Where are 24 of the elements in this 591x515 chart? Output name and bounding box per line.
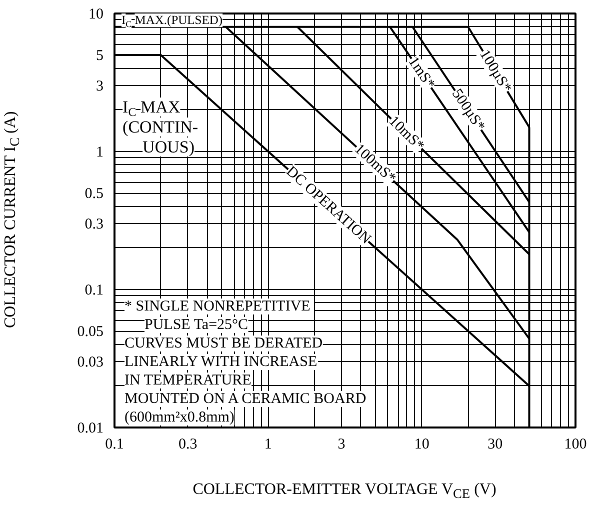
annotation: MOUNTED ON A CERAMIC BOARD	[124, 391, 366, 407]
y-tick-label: 0.03	[77, 354, 104, 371]
x-axis-title: COLLECTOR-EMITTER VOLTAGE V$_{CE}$ (V)	[192, 480, 498, 504]
y-tick-label: 0.05	[77, 324, 104, 340]
y-tick-label: 0.3	[84, 216, 104, 233]
annotation: PULSE Ta=25°C	[144, 317, 248, 333]
x-tick-label: 1	[264, 436, 272, 452]
annotation: IN TEMPERATURE	[124, 372, 252, 388]
y-tick-label: 0.1	[84, 282, 104, 298]
annotation: CURVES MUST BE DERATED	[124, 336, 323, 352]
y-tick-label: 1	[96, 144, 104, 160]
x-tick-label: 3	[338, 436, 346, 452]
y-tick-label: 3	[96, 78, 104, 95]
annotation: * SINGLE NONREPETITIVE	[124, 298, 310, 314]
y-tick-label: 0.5	[84, 186, 104, 202]
x-tick-label: 30	[488, 436, 503, 452]
y-tick-label: 10	[88, 6, 104, 22]
annotation: LINEARLY WITH INCREASE	[124, 354, 318, 370]
x-tick-label: 100	[564, 436, 587, 452]
x-tick-label: 0.3	[178, 436, 198, 452]
y-tick-label: 0.01	[77, 420, 104, 436]
x-tick-label: 10	[414, 436, 430, 452]
y-tick-label: 5	[96, 48, 104, 64]
annotation: (600mm²x0.8mm)	[124, 410, 234, 426]
